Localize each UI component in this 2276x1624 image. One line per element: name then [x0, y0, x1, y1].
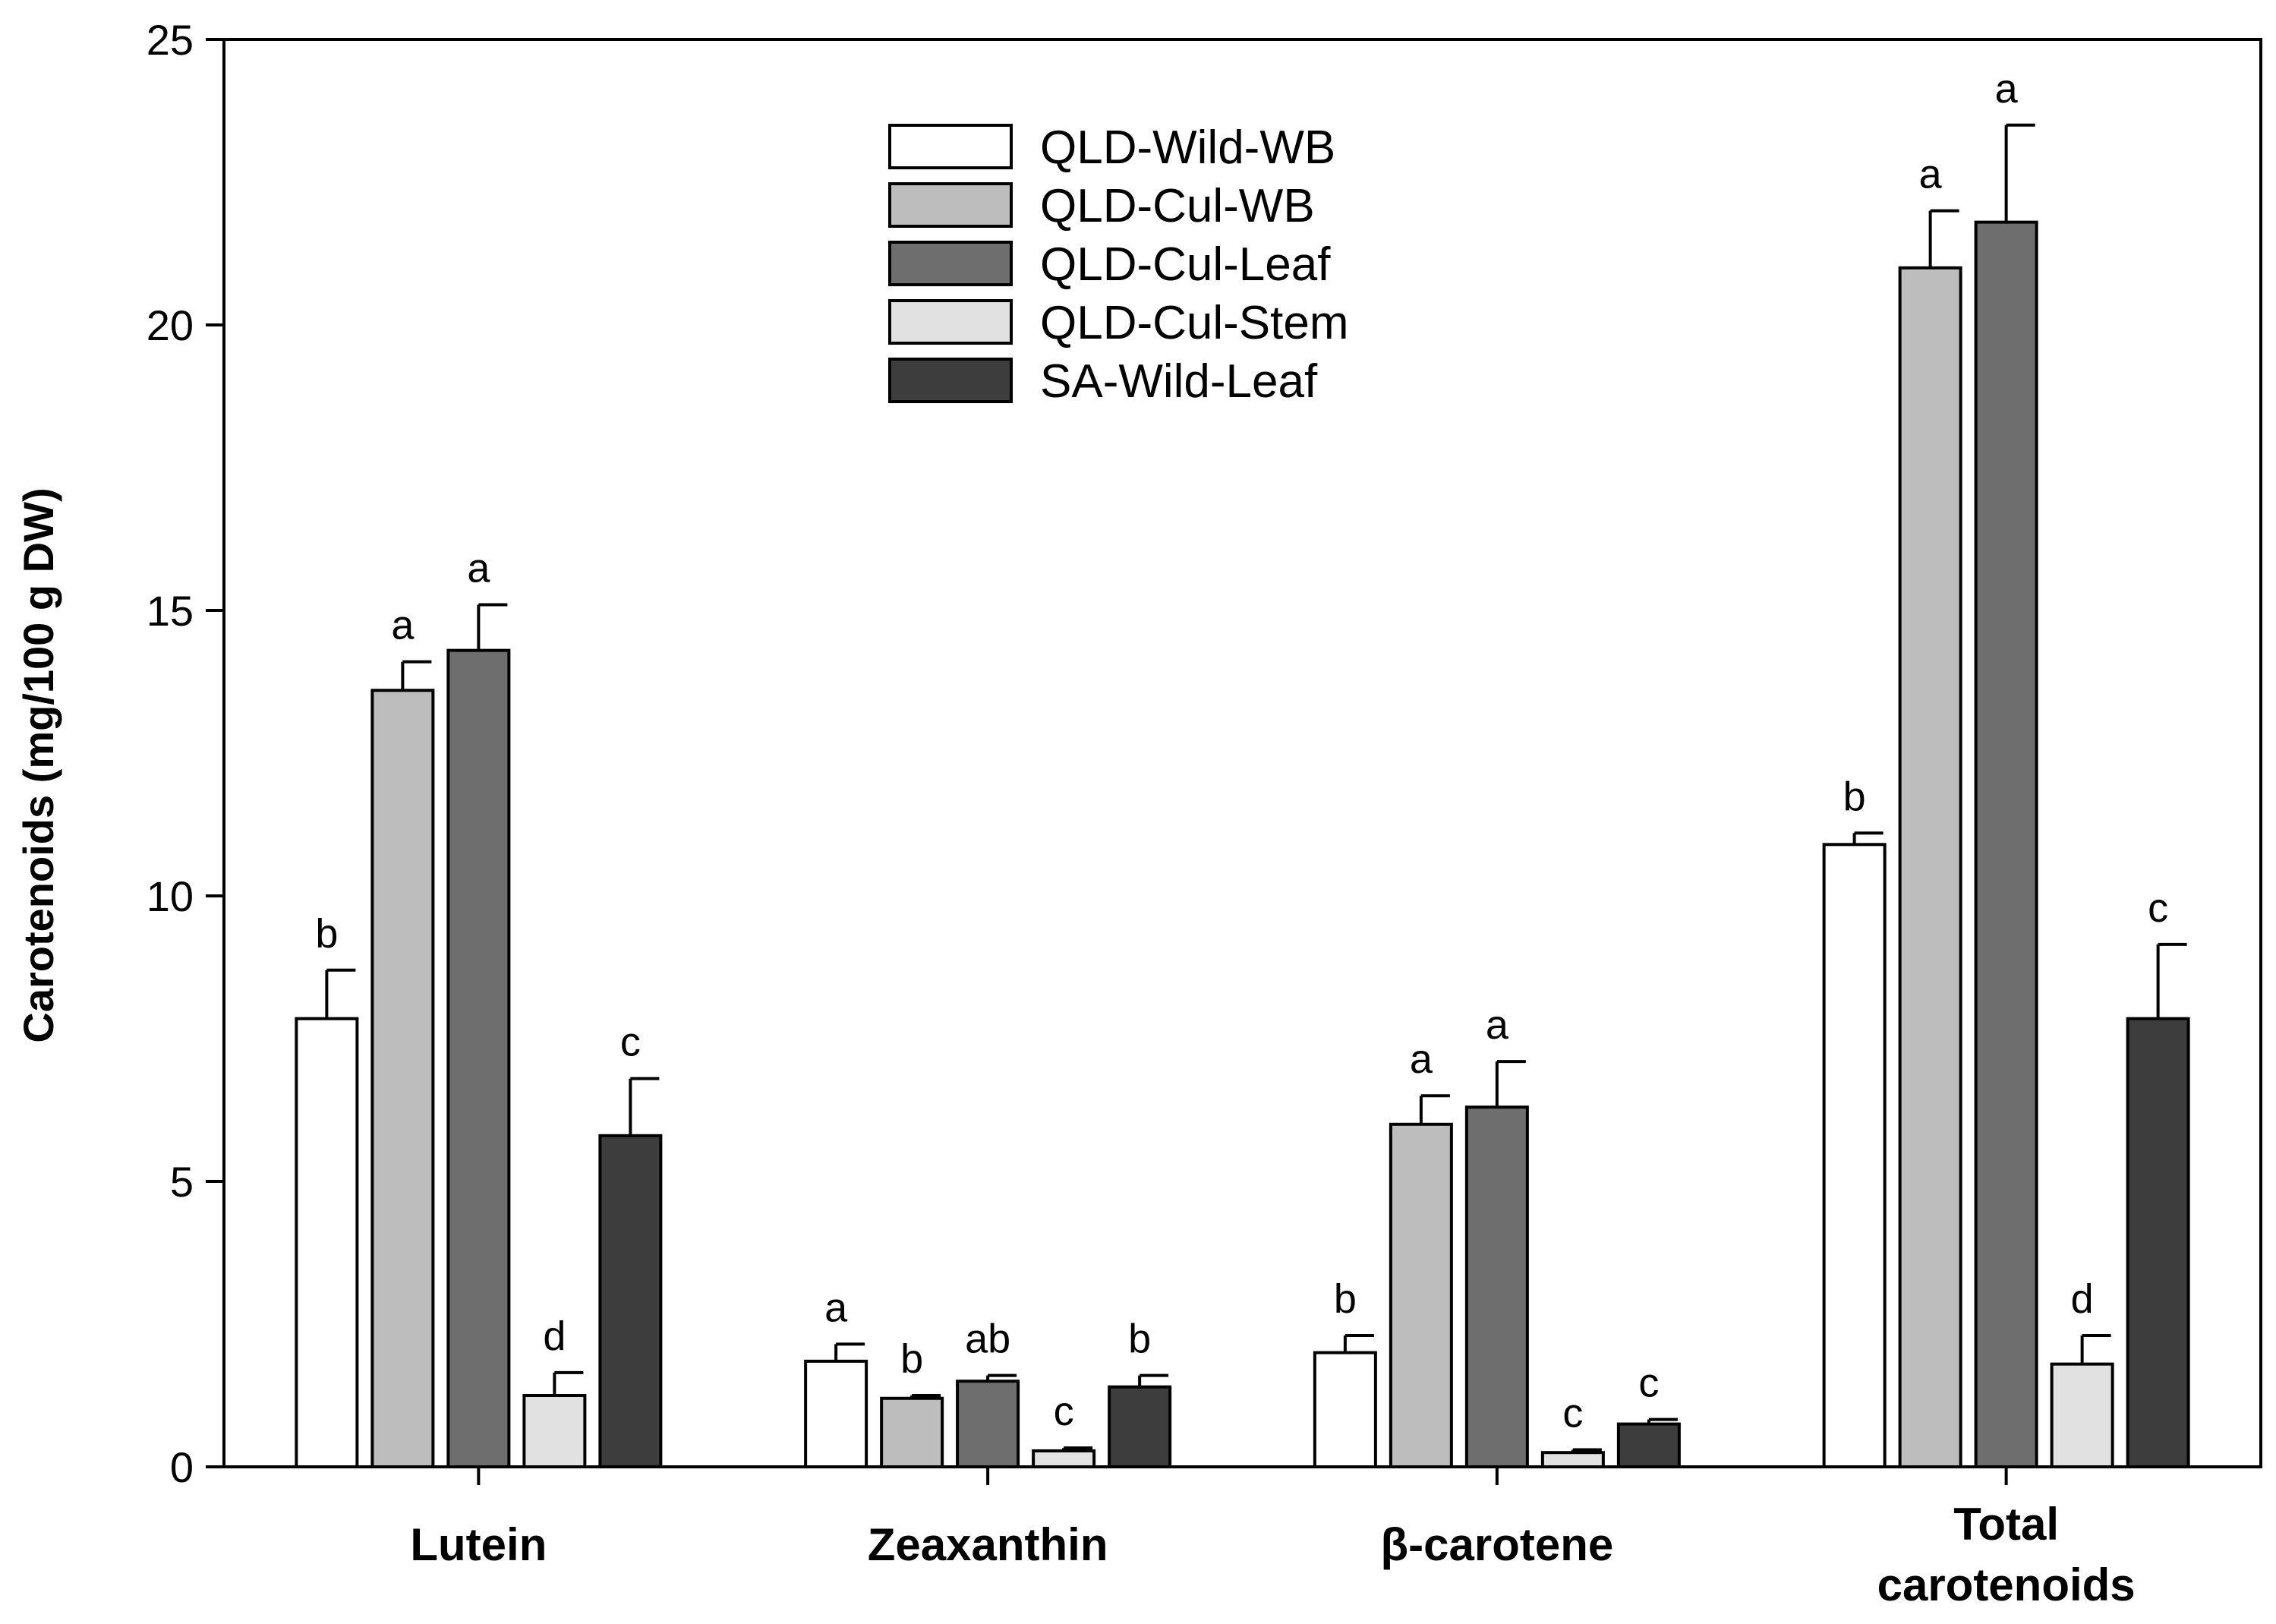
bar	[1032, 1449, 1096, 1468]
legend-label: QLD-Cul-Leaf	[1040, 238, 1331, 291]
x-category-label: β-carotene	[1381, 1519, 1614, 1570]
significance-label: d	[2071, 1276, 2094, 1322]
significance-label: b	[1334, 1276, 1357, 1322]
bar	[1616, 1422, 1681, 1468]
bar	[1108, 1385, 1172, 1468]
legend-label: QLD-Wild-WB	[1040, 121, 1335, 174]
bar	[956, 1380, 1020, 1468]
bar	[1540, 1451, 1605, 1468]
significance-label: d	[543, 1313, 566, 1359]
bar	[804, 1359, 868, 1468]
bar	[295, 1017, 359, 1469]
x-category-label: Lutein	[410, 1519, 547, 1570]
bar	[598, 1134, 663, 1468]
bar	[1464, 1105, 1529, 1468]
significance-label: b	[1843, 774, 1866, 819]
bar	[1389, 1122, 1453, 1469]
x-category-label: carotenoids	[1877, 1559, 2136, 1610]
significance-label: b	[900, 1336, 923, 1382]
significance-label: b	[315, 911, 338, 957]
legend-swatch	[888, 124, 1013, 169]
legend-swatch	[888, 241, 1013, 286]
significance-label: a	[467, 545, 490, 591]
legend-swatch	[888, 299, 1013, 345]
significance-label: a	[1486, 1002, 1509, 1048]
significance-label: c	[2148, 885, 2168, 931]
significance-label: c	[620, 1020, 641, 1065]
y-tick-label: 25	[147, 16, 194, 64]
legend-label: SA-Wild-Leaf	[1040, 355, 1318, 408]
significance-label: a	[391, 603, 415, 648]
x-category-label: Total	[1953, 1499, 2059, 1550]
bar	[2050, 1362, 2114, 1469]
bar	[522, 1394, 587, 1468]
significance-label: a	[824, 1285, 848, 1330]
y-tick-label: 0	[170, 1443, 194, 1491]
bar	[1974, 220, 2038, 1468]
significance-label: b	[1128, 1317, 1151, 1362]
y-axis-title: Carotenoids (mg/100 g DW)	[14, 487, 62, 1042]
bar	[1313, 1351, 1377, 1468]
bar	[1898, 266, 1962, 1468]
bar	[446, 648, 511, 1468]
bar	[370, 689, 435, 1468]
bar	[880, 1396, 944, 1469]
legend-swatch	[888, 358, 1013, 403]
significance-label: c	[1638, 1361, 1659, 1406]
legend-swatch	[888, 182, 1013, 228]
y-tick-label: 20	[147, 301, 194, 349]
significance-label: a	[1919, 152, 1943, 197]
significance-label: c	[1054, 1389, 1074, 1434]
plot-frame	[222, 38, 2262, 1468]
significance-label: a	[1410, 1036, 1433, 1082]
significance-label: c	[1562, 1390, 1583, 1436]
y-tick-label: 10	[147, 872, 194, 920]
y-tick-label: 15	[147, 587, 194, 635]
x-category-label: Zeaxanthin	[868, 1519, 1108, 1570]
legend-label: QLD-Cul-Stem	[1040, 297, 1349, 349]
significance-label: ab	[965, 1317, 1010, 1362]
significance-label: a	[1995, 66, 2019, 112]
bar	[1822, 843, 1887, 1468]
legend-label: QLD-Cul-WB	[1040, 180, 1315, 232]
bar	[2126, 1017, 2190, 1469]
y-tick-label: 5	[170, 1158, 194, 1206]
